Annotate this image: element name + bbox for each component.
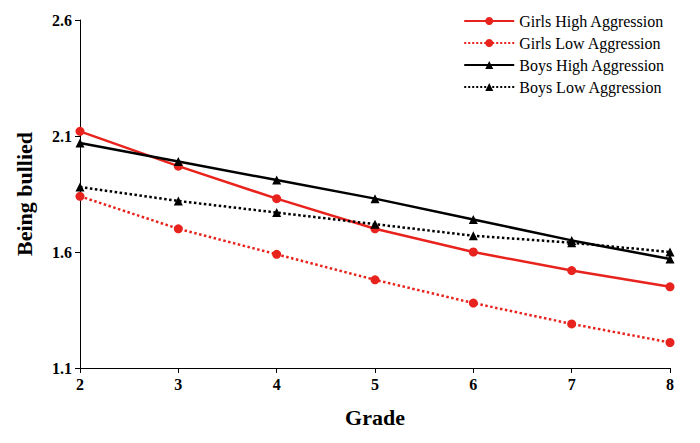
svg-text:3: 3 <box>174 376 182 393</box>
svg-text:2.1: 2.1 <box>52 128 72 145</box>
svg-text:2.6: 2.6 <box>52 12 72 29</box>
svg-text:1.6: 1.6 <box>52 244 72 261</box>
svg-text:6: 6 <box>469 376 477 393</box>
svg-text:Girls High Aggression: Girls High Aggression <box>519 13 663 31</box>
svg-text:5: 5 <box>371 376 379 393</box>
svg-text:Grade: Grade <box>345 405 405 430</box>
svg-text:8: 8 <box>666 376 674 393</box>
svg-text:Boys Low Aggression: Boys Low Aggression <box>519 79 661 97</box>
svg-text:Being bullied: Being bullied <box>12 132 37 256</box>
svg-text:2: 2 <box>76 376 84 393</box>
svg-text:Boys High Aggression: Boys High Aggression <box>519 57 664 75</box>
svg-text:1.1: 1.1 <box>52 360 72 377</box>
svg-text:4: 4 <box>273 376 281 393</box>
svg-text:7: 7 <box>568 376 576 393</box>
svg-text:Girls Low Aggression: Girls Low Aggression <box>519 35 660 53</box>
